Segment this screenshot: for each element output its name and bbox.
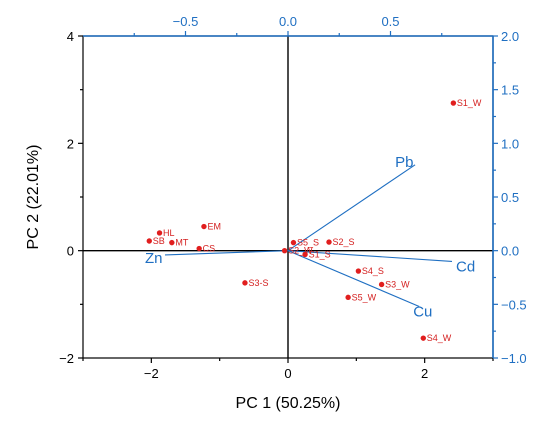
top-tick-label: −0.5 xyxy=(173,14,199,29)
score-label: S1_W xyxy=(457,98,482,108)
y-tick-label: −2 xyxy=(59,351,74,366)
y-tick-label: 2 xyxy=(67,136,74,151)
loading-vector-pb xyxy=(287,164,416,252)
score-point xyxy=(302,251,308,258)
loading-label-zn: Zn xyxy=(145,250,163,267)
score-label: S4_W xyxy=(427,333,452,343)
score-point xyxy=(156,230,163,236)
score-point xyxy=(420,335,426,341)
score-point xyxy=(326,239,332,245)
score-label: S2_S xyxy=(333,237,355,247)
loading-vectors: Pb Cd Cu Zn xyxy=(145,154,475,321)
right-tick-label: 0.0 xyxy=(501,244,519,259)
loading-vector-zn xyxy=(164,250,289,256)
top-tick-label: 0.5 xyxy=(381,14,399,29)
score-label: S2_W xyxy=(288,246,313,256)
score-label: EM xyxy=(207,222,221,232)
score-point xyxy=(281,247,288,254)
score-point xyxy=(146,238,152,244)
y-tick-label: 4 xyxy=(67,29,74,44)
loading-vector-cu xyxy=(287,250,420,307)
score-label: S5_W xyxy=(352,292,377,302)
score-point xyxy=(169,239,175,246)
loading-label-pb: Pb xyxy=(395,154,413,171)
y-tick-label: 0 xyxy=(67,244,74,259)
score-label: HL xyxy=(163,228,175,238)
score-label: MT xyxy=(175,238,188,248)
right-tick-label: 1.0 xyxy=(501,136,519,151)
right-tick-label: 0.5 xyxy=(501,190,519,205)
score-point xyxy=(355,268,362,274)
score-point xyxy=(290,239,297,246)
loading-label-cu: Cu xyxy=(413,303,432,320)
y-axis-label: PC 2 (22.01%) xyxy=(25,145,42,250)
top-tick-label: 0.0 xyxy=(279,14,297,29)
score-label: S1_S xyxy=(309,249,331,259)
axes: −2 0 2 −2 0 2 4 −0.5 0.0 0.5 −1.0 −0.5 0.0 0.5 1.0 1.5 2… xyxy=(59,14,527,381)
right-tick-label: 2.0 xyxy=(501,29,519,44)
x-axis-label: PC 1 (50.25%) xyxy=(236,395,341,412)
score-point xyxy=(450,100,457,106)
score-label: S5_S xyxy=(297,238,319,248)
score-label: CS xyxy=(203,244,216,254)
x-tick-label: −2 xyxy=(144,366,159,381)
score-label: S3_W xyxy=(385,279,410,289)
loading-label-cd: Cd xyxy=(456,258,475,275)
score-label: S4_S xyxy=(362,266,384,276)
x-tick-label: 2 xyxy=(421,366,428,381)
right-tick-label: −1.0 xyxy=(501,351,527,366)
right-tick-label: 1.5 xyxy=(501,83,519,98)
score-label: S3-S xyxy=(248,278,268,288)
score-point xyxy=(378,281,385,288)
score-label: SB xyxy=(153,236,165,246)
x-tick-label: 0 xyxy=(284,366,291,381)
score-point xyxy=(201,223,207,230)
score-point xyxy=(345,294,351,301)
score-point xyxy=(196,245,202,252)
score-point xyxy=(242,280,248,286)
right-tick-label: −0.5 xyxy=(501,297,527,312)
loading-vector-cd xyxy=(287,250,453,262)
